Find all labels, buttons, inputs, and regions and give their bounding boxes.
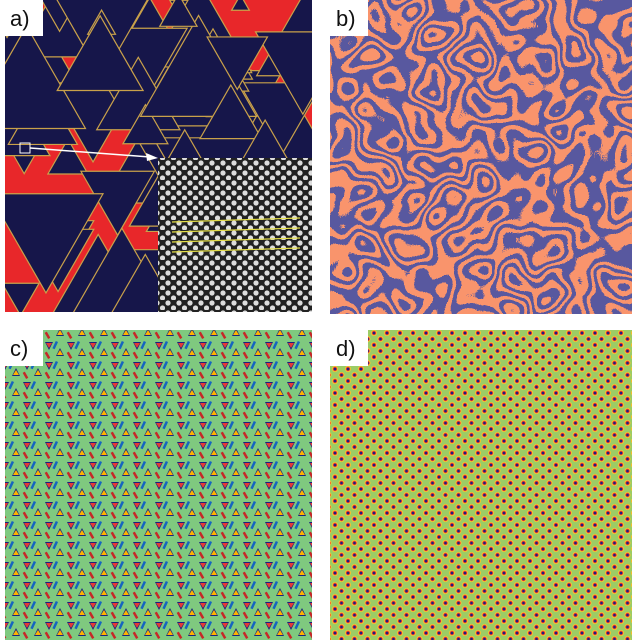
- figure: a) b) c) d): [0, 0, 636, 644]
- inset: [158, 158, 312, 312]
- panel-label: d): [336, 336, 356, 361]
- panel-c: [5, 330, 312, 640]
- panel-b: [330, 0, 632, 314]
- panel-label: b): [336, 6, 356, 31]
- page: {"panels": [{"label": "a)"}, {"label": "…: [0, 0, 636, 644]
- panel-a: [0, 0, 362, 333]
- panel-label: a): [10, 6, 30, 31]
- panel-label: c): [10, 336, 28, 361]
- panel-d: [330, 330, 632, 640]
